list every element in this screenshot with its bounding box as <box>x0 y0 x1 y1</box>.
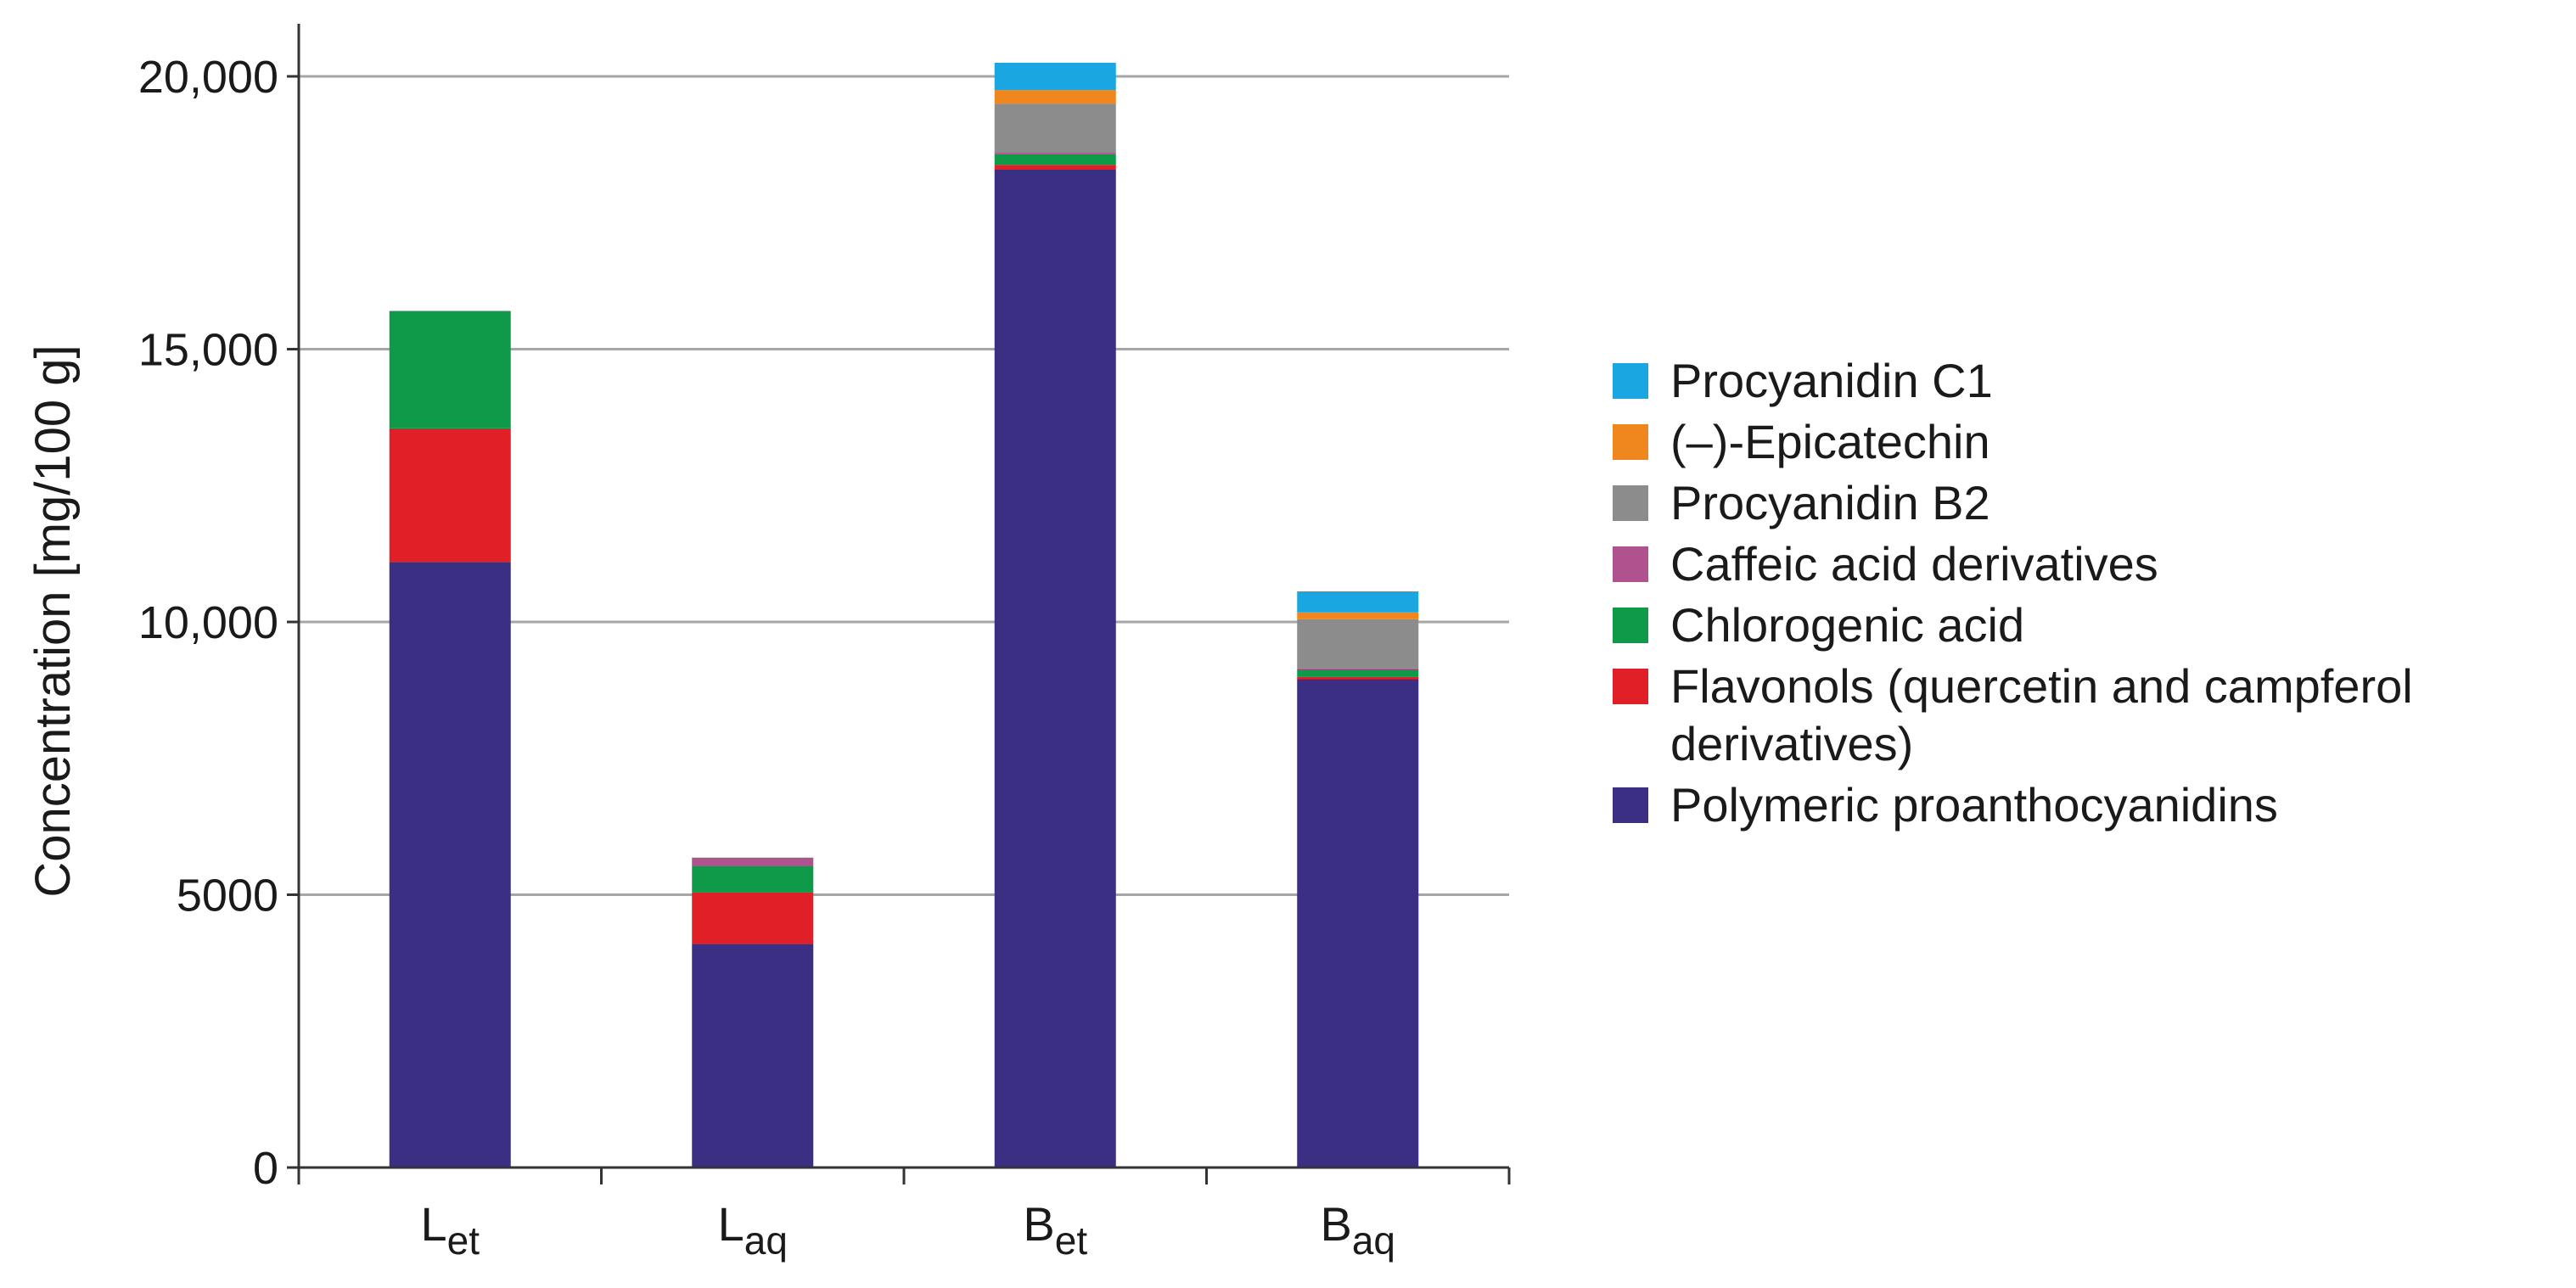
bar-segment <box>692 892 814 944</box>
legend-swatch <box>1613 546 1648 582</box>
bar-segment <box>692 857 814 866</box>
x-tick-label: Bet <box>1023 1197 1087 1263</box>
legend-swatch <box>1613 669 1648 704</box>
bar-segment <box>1297 619 1419 669</box>
legend-label: Caffeic acid derivatives <box>1670 537 2158 591</box>
legend-label: derivatives) <box>1670 717 1913 770</box>
legend-label: Flavonols (quercetin and campferol <box>1670 659 2413 713</box>
legend: Procyanidin C1 (–)-Epicatechin Procyanidin… <box>1613 354 2413 832</box>
y-tick-label: 10,000 <box>138 597 278 648</box>
bar-segment <box>389 562 511 1168</box>
x-tick-label: Laq <box>718 1197 788 1263</box>
legend-label: Chlorogenic acid <box>1670 598 2024 652</box>
bar-segment <box>994 62 1116 91</box>
bar-segment <box>1297 591 1419 613</box>
x-tick-labels: Let Laq Bet Baq <box>420 1197 1395 1263</box>
legend-label: Procyanidin C1 <box>1670 354 1993 407</box>
legend-swatch <box>1613 363 1648 399</box>
bar-segment <box>994 90 1116 104</box>
legend-swatch <box>1613 608 1648 643</box>
legend-swatch <box>1613 787 1648 823</box>
bar-segment <box>692 944 814 1168</box>
legend-swatch <box>1613 485 1648 521</box>
x-tick-label: Let <box>420 1197 480 1263</box>
bar-segment <box>389 428 511 563</box>
y-tick-label: 5000 <box>177 871 278 921</box>
y-tick-label: 0 <box>253 1143 278 1194</box>
bar-segment <box>1297 612 1419 619</box>
y-tick-label: 20,000 <box>138 52 278 103</box>
bar-segment <box>994 153 1116 154</box>
bar-segment <box>1297 679 1419 1168</box>
bar-segment <box>994 104 1116 154</box>
bar-segment <box>692 865 814 893</box>
legend-label: (–)-Epicatechin <box>1670 415 1990 468</box>
bar-segment <box>1297 676 1419 680</box>
bar-segment <box>994 165 1116 170</box>
axes <box>287 24 1511 1184</box>
bar-segment <box>1297 669 1419 677</box>
y-tick-label: 15,000 <box>138 325 278 376</box>
bar-segment <box>994 169 1116 1168</box>
x-tick-label: Baq <box>1320 1197 1395 1263</box>
legend-label: Procyanidin B2 <box>1670 476 1990 529</box>
bar-segment <box>994 154 1116 165</box>
bar-segment <box>389 311 511 428</box>
y-axis-title: Concentration [mg/100 g] <box>25 344 81 897</box>
y-tick-labels: 0 5000 10,000 15,000 20,000 <box>138 52 278 1194</box>
legend-swatch <box>1613 424 1648 460</box>
bars <box>389 62 1419 1168</box>
legend-label: Polymeric proanthocyanidins <box>1670 778 2278 832</box>
